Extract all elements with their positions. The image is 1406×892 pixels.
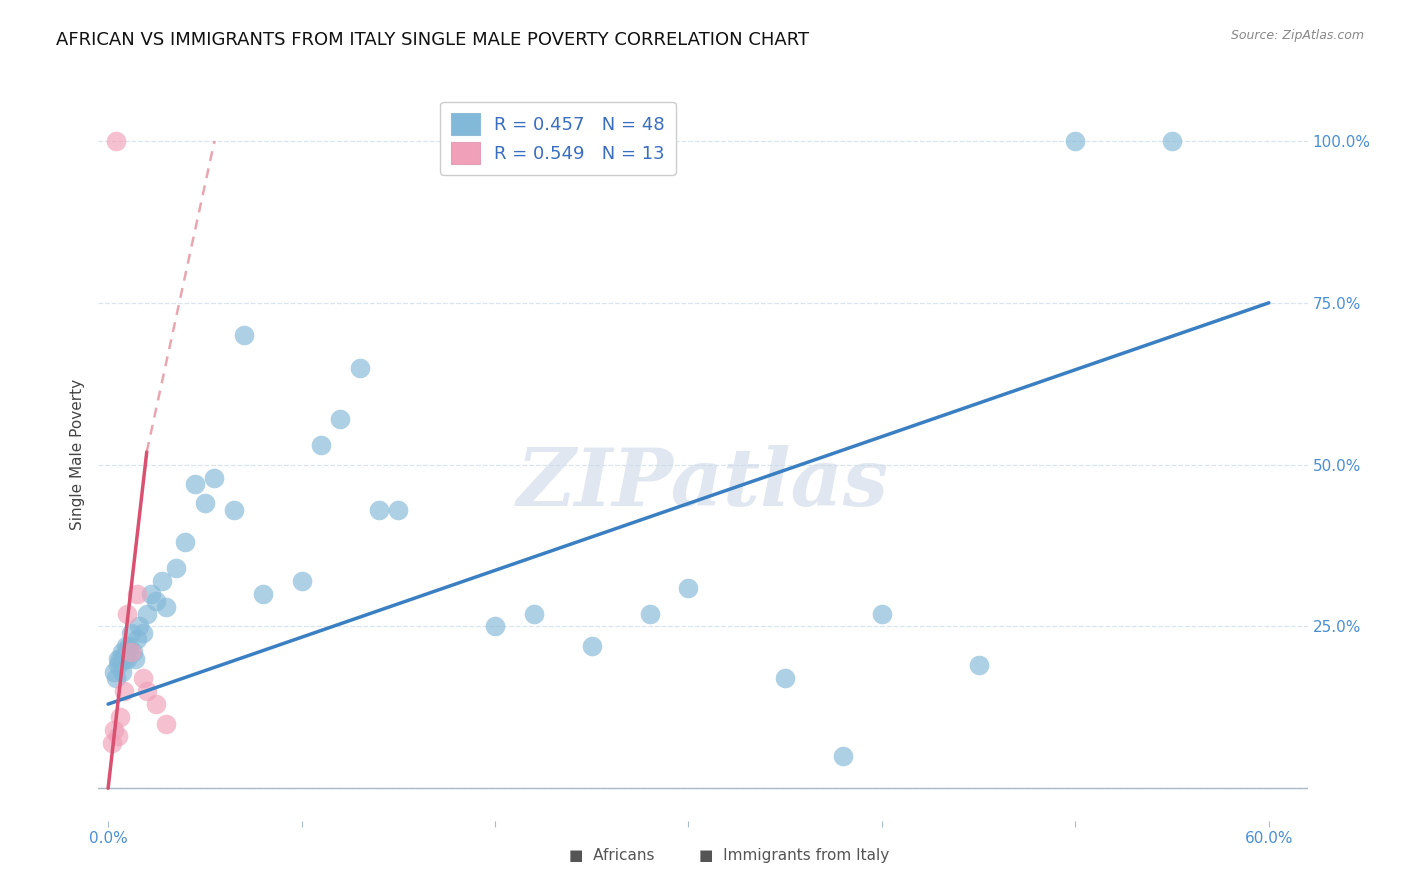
Point bbox=[112, 684, 135, 698]
Point bbox=[155, 600, 177, 615]
Point bbox=[832, 748, 855, 763]
Point bbox=[145, 593, 167, 607]
Point bbox=[870, 607, 893, 621]
Point bbox=[135, 684, 157, 698]
Point bbox=[678, 581, 700, 595]
Point bbox=[103, 723, 125, 737]
Point bbox=[111, 665, 134, 679]
Point bbox=[120, 626, 142, 640]
Point bbox=[107, 730, 129, 744]
Point bbox=[145, 697, 167, 711]
Point bbox=[104, 671, 127, 685]
Point bbox=[174, 535, 197, 549]
Text: ■  Immigrants from Italy: ■ Immigrants from Italy bbox=[699, 848, 890, 863]
Legend: R = 0.457   N = 48, R = 0.549   N = 13: R = 0.457 N = 48, R = 0.549 N = 13 bbox=[440, 102, 676, 175]
Point bbox=[114, 639, 136, 653]
Point bbox=[309, 438, 332, 452]
Point bbox=[329, 412, 352, 426]
Point bbox=[120, 645, 142, 659]
Point bbox=[349, 360, 371, 375]
Point bbox=[1064, 134, 1087, 148]
Text: ZIPatlas: ZIPatlas bbox=[517, 445, 889, 523]
Point bbox=[184, 477, 207, 491]
Point bbox=[967, 658, 990, 673]
Point bbox=[124, 652, 146, 666]
Point bbox=[107, 658, 129, 673]
Point bbox=[222, 503, 245, 517]
Point bbox=[108, 710, 131, 724]
Point bbox=[128, 619, 150, 633]
Point bbox=[108, 652, 131, 666]
Point bbox=[523, 607, 546, 621]
Y-axis label: Single Male Poverty: Single Male Poverty bbox=[69, 379, 84, 531]
Point bbox=[122, 645, 145, 659]
Point bbox=[290, 574, 312, 589]
Point bbox=[135, 607, 157, 621]
Point bbox=[194, 496, 217, 510]
Point bbox=[118, 639, 141, 653]
Text: AFRICAN VS IMMIGRANTS FROM ITALY SINGLE MALE POVERTY CORRELATION CHART: AFRICAN VS IMMIGRANTS FROM ITALY SINGLE … bbox=[56, 31, 810, 49]
Point bbox=[132, 626, 155, 640]
Point bbox=[132, 671, 155, 685]
Point bbox=[104, 134, 127, 148]
Point bbox=[581, 639, 603, 653]
Point bbox=[112, 652, 135, 666]
Point bbox=[165, 561, 187, 575]
Point bbox=[638, 607, 661, 621]
Text: ■  Africans: ■ Africans bbox=[569, 848, 654, 863]
Point bbox=[484, 619, 506, 633]
Point bbox=[368, 503, 391, 517]
Point bbox=[103, 665, 125, 679]
Point bbox=[1161, 134, 1184, 148]
Point bbox=[107, 652, 129, 666]
Point bbox=[127, 632, 149, 647]
Point bbox=[252, 587, 274, 601]
Point bbox=[150, 574, 173, 589]
Point bbox=[232, 328, 254, 343]
Point bbox=[139, 587, 162, 601]
Point bbox=[117, 607, 139, 621]
Point bbox=[117, 645, 139, 659]
Point bbox=[773, 671, 796, 685]
Point bbox=[111, 645, 134, 659]
Point bbox=[155, 716, 177, 731]
Text: Source: ZipAtlas.com: Source: ZipAtlas.com bbox=[1230, 29, 1364, 42]
Point bbox=[117, 652, 139, 666]
Point bbox=[101, 736, 124, 750]
Point bbox=[127, 587, 149, 601]
Point bbox=[204, 470, 226, 484]
Point bbox=[387, 503, 409, 517]
